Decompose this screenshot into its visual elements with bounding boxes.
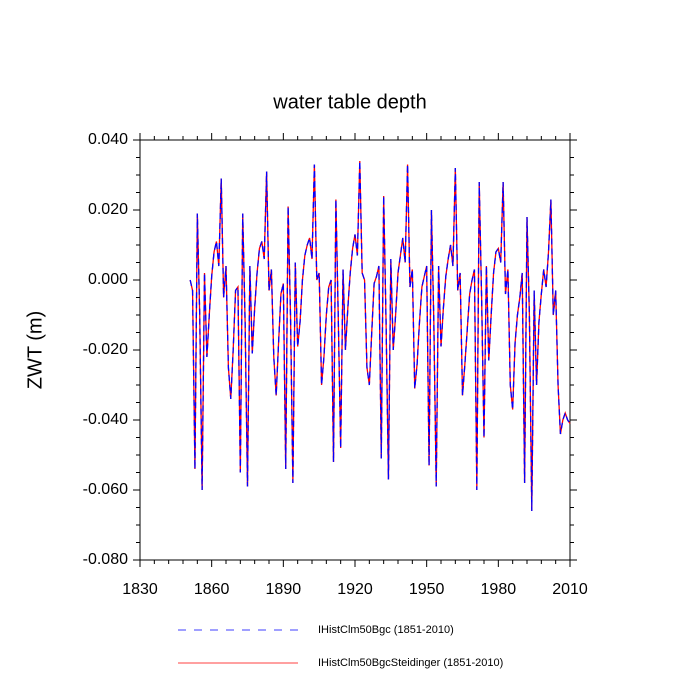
x-tick-label: 1950 <box>409 581 445 598</box>
x-tick-label: 1830 <box>122 581 158 598</box>
x-tick-label: 1920 <box>337 581 373 598</box>
y-tick-label: 0.020 <box>88 201 128 218</box>
y-tick-label: 0.000 <box>88 271 128 288</box>
x-tick-label: 1860 <box>194 581 230 598</box>
y-axis-label: ZWT (m) <box>24 311 46 390</box>
plot-frame <box>139 139 571 561</box>
y-tick-label: -0.060 <box>83 481 128 498</box>
y-tick-label: -0.020 <box>83 341 128 358</box>
y-tick-label: -0.040 <box>83 411 128 428</box>
x-tick-label: 2010 <box>552 581 588 598</box>
series-line <box>189 160 571 512</box>
y-tick-label: 0.040 <box>88 131 128 148</box>
legend-label: IHistClm50BgcSteidinger (1851-2010) <box>318 657 503 669</box>
x-tick-label: 1890 <box>266 581 302 598</box>
legend-label: IHistClm50Bgc (1851-2010) <box>318 624 454 636</box>
x-tick-label: 1980 <box>481 581 517 598</box>
chart-title: water table depth <box>272 91 426 113</box>
y-tick-label: -0.080 <box>83 551 128 568</box>
